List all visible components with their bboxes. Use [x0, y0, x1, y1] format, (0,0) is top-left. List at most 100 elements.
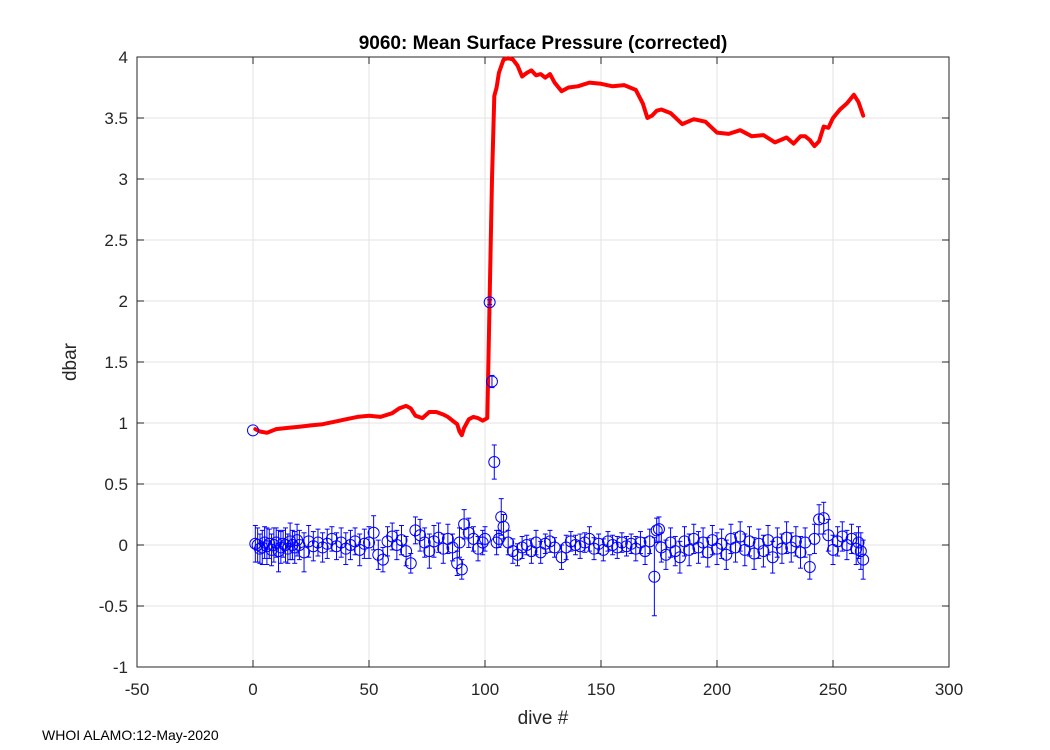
y-tick-label: 2 [119, 292, 128, 311]
data-point-marker [757, 545, 770, 558]
data-point-marker [453, 536, 466, 549]
data-point-marker [335, 536, 348, 549]
y-tick-label: -0.5 [99, 597, 128, 616]
y-tick-label: 4 [119, 48, 128, 67]
data-point-marker [302, 535, 315, 548]
data-point-marker [339, 542, 352, 555]
data-point-marker [307, 540, 320, 553]
data-point-marker [485, 375, 498, 388]
data-point-marker [530, 536, 543, 549]
data-point-marker [497, 520, 510, 533]
data-point-marker [476, 536, 489, 549]
data-point-marker [488, 456, 501, 469]
data-point-marker [272, 545, 285, 558]
data-point-marker [692, 541, 705, 554]
data-point-marker [249, 537, 262, 550]
data-point-marker [270, 536, 283, 549]
data-point-marker [400, 545, 413, 558]
data-point-marker [611, 541, 624, 554]
data-point-marker [588, 542, 601, 555]
data-point-marker [372, 548, 385, 561]
y-tick-label: 1 [119, 414, 128, 433]
footer-credit: WHOI ALAMO:12-May-2020 [42, 727, 219, 743]
data-point-marker [775, 542, 788, 555]
data-point-marker [854, 545, 867, 558]
axes-box [136, 56, 950, 668]
data-point-marker [267, 539, 280, 551]
data-point-marker [794, 546, 807, 559]
x-tick-label: 50 [360, 680, 379, 699]
data-point-marker [569, 539, 582, 551]
data-point-marker [574, 540, 587, 553]
data-point-marker [472, 542, 485, 555]
y-tick-label: 2.5 [104, 231, 128, 250]
data-point-marker [578, 536, 591, 549]
data-point-marker [543, 535, 556, 548]
data-point-marker [511, 548, 524, 561]
data-point-marker [734, 530, 747, 543]
data-point-marker [817, 512, 830, 525]
x-tick-label: -50 [125, 680, 150, 699]
data-point-marker [253, 542, 266, 555]
data-point-marker [697, 536, 710, 549]
data-point-marker [286, 539, 299, 551]
data-point-marker [427, 535, 440, 548]
data-point-marker [564, 535, 577, 548]
y-axis-title: dbar [60, 342, 81, 381]
x-tick-label: 0 [248, 680, 257, 699]
data-point-marker [625, 537, 638, 550]
data-point-marker [548, 541, 561, 554]
red-series-group [253, 56, 866, 438]
data-point-marker [455, 563, 468, 576]
data-point-marker [432, 531, 445, 544]
data-point-marker [648, 570, 661, 583]
data-point-marker [367, 526, 380, 539]
data-point-marker [258, 536, 271, 549]
data-point-marker [358, 537, 371, 550]
data-point-marker [414, 529, 427, 542]
data-point-marker [423, 545, 436, 558]
y-tick-label: 0.5 [104, 475, 128, 494]
data-point-marker [653, 523, 665, 536]
data-point-marker [771, 536, 784, 549]
x-tick-label: 200 [703, 680, 731, 699]
tick-labels: -50 0 50 100 150 200 250 300 -1 -0.5 0 0.5 1 1.5 2 2.5 3… [99, 48, 963, 699]
data-point-marker [683, 543, 696, 556]
y-tick-label: 0 [119, 536, 128, 555]
data-point-marker [277, 537, 290, 550]
data-point-marker [311, 536, 324, 549]
data-point-marker [629, 542, 642, 555]
data-point-marker [803, 560, 816, 573]
data-point-marker [560, 541, 573, 554]
data-point-marker [404, 557, 417, 570]
data-point-marker [281, 542, 294, 555]
data-point-marker [852, 536, 865, 549]
data-point-marker [789, 535, 802, 548]
chart-title: 9060: Mean Surface Pressure (corrected) [359, 33, 728, 54]
data-point-marker [344, 539, 357, 551]
data-point-marker [592, 537, 605, 550]
data-point-marker [720, 548, 733, 561]
data-point-marker [321, 537, 334, 550]
x-tick-label: 250 [819, 680, 847, 699]
data-point-marker [743, 535, 756, 548]
y-tick-label: 3 [119, 170, 128, 189]
data-point-marker [729, 541, 742, 554]
axes [136, 56, 950, 668]
data-point-marker [639, 545, 652, 558]
data-point-marker [353, 543, 366, 556]
y-tick-label: 1.5 [104, 353, 128, 372]
data-point-marker [490, 536, 503, 549]
data-point-marker [857, 553, 870, 566]
data-point-marker [748, 547, 761, 560]
data-point-marker [615, 536, 628, 549]
data-point-marker [330, 540, 343, 553]
data-point-marker [669, 545, 682, 558]
data-point-marker [555, 551, 568, 564]
data-point-marker [813, 513, 826, 526]
data-point-marker [479, 532, 491, 545]
data-point-marker [845, 532, 858, 545]
data-point-marker [673, 551, 686, 564]
data-point-marker [655, 541, 668, 554]
